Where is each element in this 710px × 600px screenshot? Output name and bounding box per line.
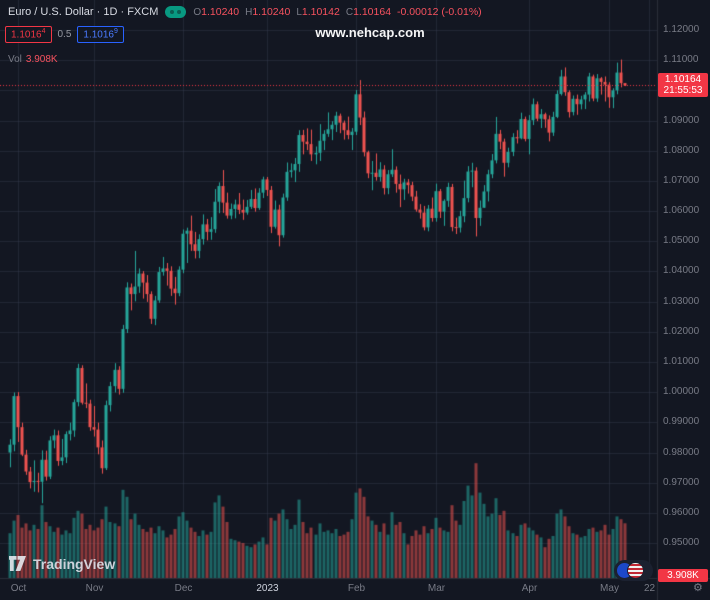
volume-label: Vol (8, 54, 22, 65)
tradingview-logo-text: TradingView (33, 555, 116, 572)
dot-icon (170, 10, 175, 14)
time-tick-label: Mar (427, 583, 446, 594)
volume-value: 3.908K (25, 54, 58, 65)
price-tick-label: 1.08000 (663, 144, 700, 156)
price-tick-label: 1.02000 (663, 325, 700, 337)
price-tick-label: 1.01000 (663, 355, 700, 367)
time-tick-label: 2023 (256, 583, 279, 594)
open-label: O (193, 7, 202, 18)
sell-button[interactable]: 1.10164 (5, 26, 52, 44)
tradingview-logo-icon (9, 555, 26, 572)
time-axis[interactable]: Oct Nov Dec 2023 Feb Mar Apr May 22 (0, 578, 657, 600)
time-tick-label: May (600, 583, 619, 594)
time-tick-label: Nov (85, 583, 104, 594)
change-value: -0.00012 (-0.01%) (397, 6, 482, 18)
price-tick-label: 1.00000 (663, 386, 700, 398)
price-tick-label: 1.07000 (663, 174, 700, 186)
price-axis[interactable]: 1.120001.110001.100001.090001.080001.070… (657, 0, 710, 578)
price-tick-label: 1.12000 (663, 24, 700, 35)
watermark: www.nehcap.com (315, 25, 425, 40)
pair-logo (614, 560, 653, 581)
high-label: H (245, 7, 253, 18)
price-tick-label: 0.96000 (663, 506, 700, 518)
time-tick-label: Oct (10, 583, 27, 594)
time-tick-label: 22 (643, 583, 656, 594)
close-value: 1.10164 (353, 6, 392, 18)
volume-readout: Vol 3.908K (8, 54, 58, 65)
close-label: C (345, 7, 354, 18)
price-tick-label: 0.95000 (663, 537, 700, 549)
price-tick-label: 1.09000 (663, 114, 700, 126)
buy-button[interactable]: 1.10169 (77, 26, 124, 44)
low-value: 1.10142 (301, 6, 340, 18)
volume-axis-badge: 3.908K (658, 569, 708, 582)
open-value: 1.10240 (201, 6, 240, 18)
last-price-badge: 1.10164 21:55:53 (658, 73, 708, 98)
time-tick-label: Apr (521, 583, 538, 594)
time-tick-label: Dec (174, 583, 193, 594)
spread-value: 0.5 (57, 29, 72, 41)
us-flag-icon (627, 562, 644, 579)
settings-gear-icon[interactable]: ⚙ (693, 582, 703, 594)
price-tick-label: 1.03000 (663, 295, 700, 307)
bid-ask-row: 1.10164 0.5 1.10169 (5, 26, 124, 44)
price-tick-label: 0.97000 (663, 476, 700, 488)
ohlc-readout: O1.10240 H1.10240 L1.10142 C1.10164 -0.0… (193, 6, 481, 18)
symbol-title[interactable]: Euro / U.S. Dollar · 1D · FXCM (8, 6, 159, 18)
time-tick-label: Feb (347, 583, 366, 594)
tradingview-logo[interactable]: TradingView (8, 555, 115, 572)
bar-countdown: 21:55:53 (663, 85, 703, 97)
last-price-value: 1.10164 (664, 74, 702, 86)
price-tick-label: 1.11000 (663, 54, 699, 66)
price-tick-label: 1.05000 (663, 235, 700, 247)
low-label: L (296, 7, 302, 18)
dot-icon (177, 10, 182, 14)
legend: Euro / U.S. Dollar · 1D · FXCM O1.10240 … (8, 6, 482, 18)
price-tick-label: 1.06000 (663, 205, 700, 217)
legend-more-menu[interactable] (165, 6, 187, 18)
high-value: 1.10240 (252, 6, 291, 18)
price-tick-label: 0.98000 (663, 446, 700, 458)
price-tick-label: 1.04000 (663, 265, 700, 277)
price-tick-label: 0.99000 (663, 416, 700, 428)
